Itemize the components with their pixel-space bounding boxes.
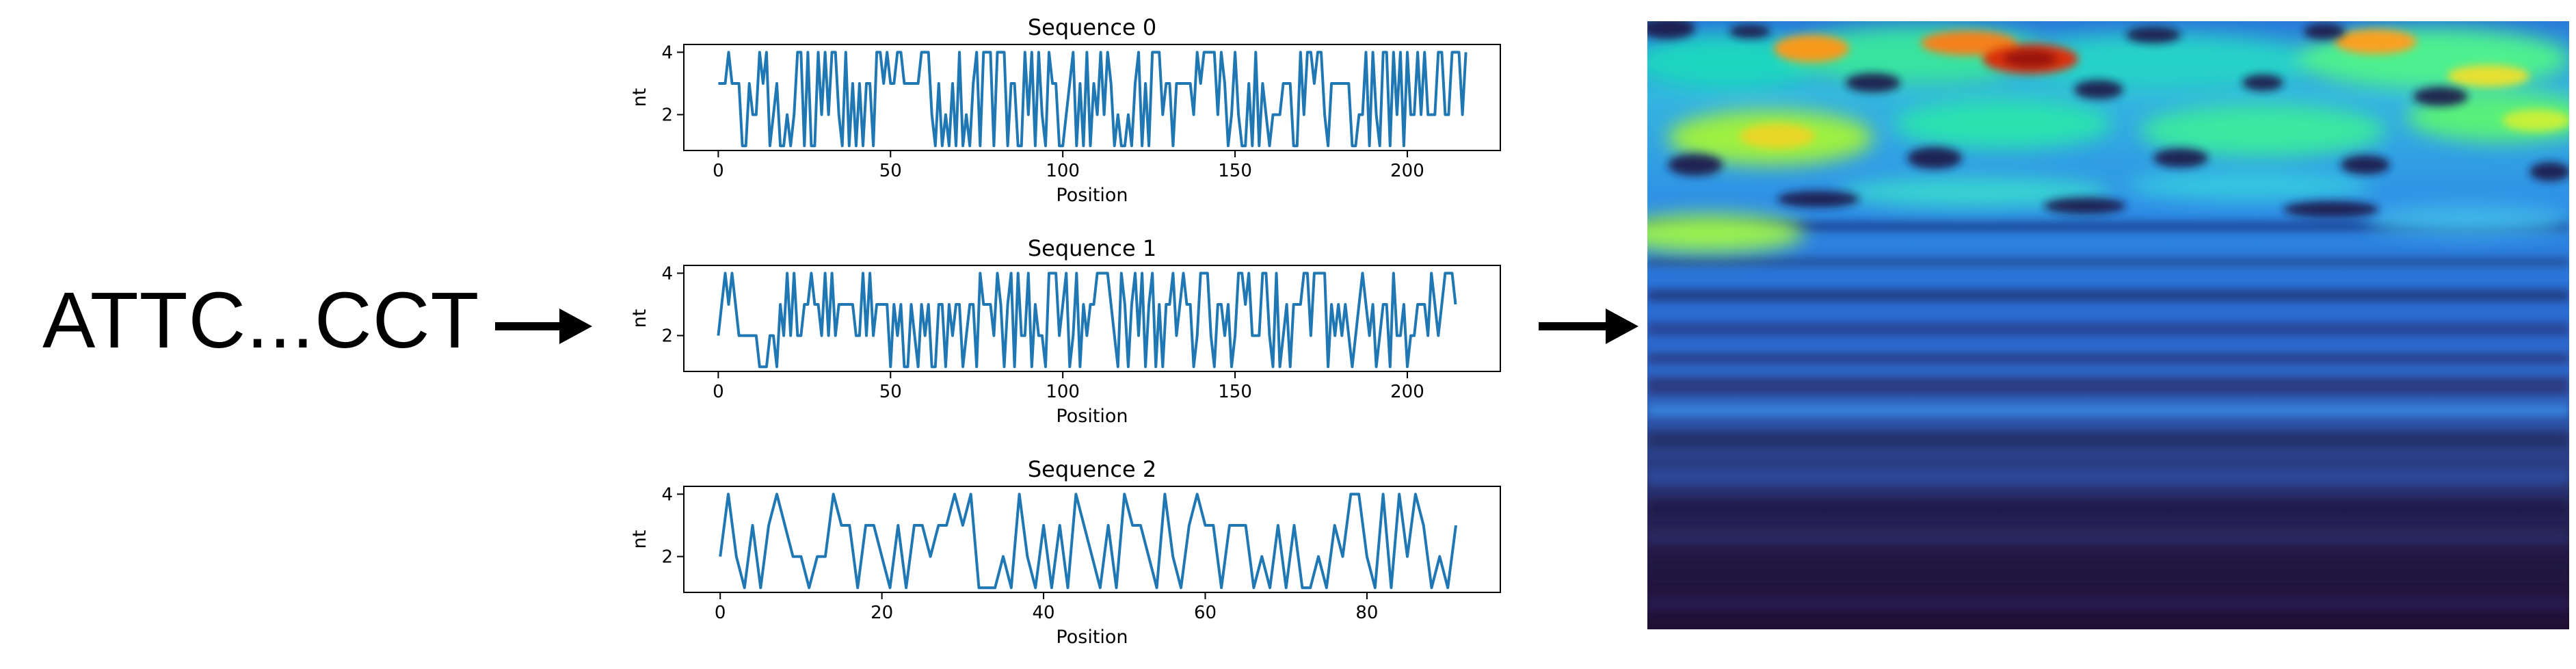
- x-tick-label: 40: [1033, 603, 1055, 623]
- y-tick-label: 2: [661, 105, 673, 126]
- sequence-chart-1: 0 50 100 150 200 2 4 Sequence 1 Position nt: [629, 235, 1501, 427]
- y-axis-label: nt: [629, 530, 650, 549]
- plot-frame: [683, 265, 1501, 372]
- y-tick-label: 4: [661, 484, 673, 505]
- y-tick-label: 4: [661, 263, 673, 284]
- x-axis-label: Position: [1056, 185, 1128, 206]
- y-tick-label: 2: [661, 326, 673, 347]
- x-tick-label: 150: [1218, 382, 1252, 402]
- chart-title: Sequence 0: [1028, 14, 1156, 40]
- x-tick-label: 100: [1046, 382, 1080, 402]
- x-axis-label: Position: [1056, 406, 1128, 427]
- x-tick-label: 50: [879, 382, 902, 402]
- sequence-line: [719, 493, 1457, 590]
- x-axis-label: Position: [1056, 627, 1128, 648]
- x-tick-label: 0: [715, 603, 726, 623]
- x-tick-label: 0: [713, 161, 724, 181]
- wavelet-heatmap: [1647, 21, 2569, 629]
- x-tick-label: 200: [1390, 382, 1424, 402]
- plot-frame: [683, 486, 1501, 593]
- heatmap-image: [1647, 21, 2569, 629]
- sequence-chart-2: 0 20 40 60 80 2 4 Sequence 2 Position nt: [629, 456, 1501, 648]
- plot-frame: [683, 44, 1501, 151]
- x-tick-label: 100: [1046, 161, 1080, 181]
- x-tick-label: 60: [1194, 603, 1217, 623]
- x-tick-label: 50: [879, 161, 902, 181]
- y-tick-label: 2: [661, 547, 673, 568]
- x-tick-label: 200: [1390, 161, 1424, 181]
- chart-title: Sequence 1: [1028, 235, 1156, 261]
- y-axis-label: nt: [629, 88, 650, 107]
- y-axis-label: nt: [629, 309, 650, 328]
- arrow-input-to-plots: [495, 309, 592, 344]
- sequence-chart-0: 0 50 100 150 200 2 4 Sequence 0 Position nt: [629, 14, 1501, 206]
- x-tick-label: 80: [1355, 603, 1378, 623]
- arrow-plots-to-heatmap: [1539, 309, 1638, 344]
- y-tick-label: 4: [661, 42, 673, 63]
- chart-title: Sequence 2: [1028, 456, 1156, 482]
- sequence-line: [717, 272, 1457, 369]
- sequence-line: [718, 51, 1468, 148]
- x-tick-label: 20: [871, 603, 893, 623]
- input-sequence-text: ATTC...CCT: [42, 276, 480, 365]
- x-tick-label: 150: [1218, 161, 1252, 181]
- x-tick-label: 0: [713, 382, 724, 402]
